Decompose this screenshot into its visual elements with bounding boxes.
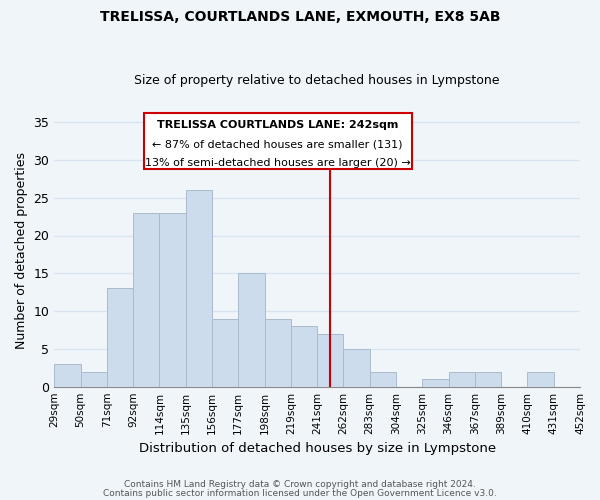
- Bar: [160, 213, 186, 386]
- Bar: [422, 379, 449, 386]
- Bar: [265, 318, 291, 386]
- Title: Size of property relative to detached houses in Lympstone: Size of property relative to detached ho…: [134, 74, 500, 87]
- Bar: [291, 326, 317, 386]
- Text: ← 87% of detached houses are smaller (131): ← 87% of detached houses are smaller (13…: [152, 139, 403, 149]
- Bar: [80, 372, 107, 386]
- FancyBboxPatch shape: [143, 113, 412, 169]
- Bar: [186, 190, 212, 386]
- Text: Contains public sector information licensed under the Open Government Licence v3: Contains public sector information licen…: [103, 490, 497, 498]
- Bar: [54, 364, 80, 386]
- Bar: [212, 318, 238, 386]
- Text: TRELISSA COURTLANDS LANE: 242sqm: TRELISSA COURTLANDS LANE: 242sqm: [157, 120, 398, 130]
- Y-axis label: Number of detached properties: Number of detached properties: [15, 152, 28, 349]
- Bar: [343, 349, 370, 387]
- Bar: [107, 288, 133, 386]
- Bar: [238, 274, 265, 386]
- Bar: [527, 372, 554, 386]
- Text: 13% of semi-detached houses are larger (20) →: 13% of semi-detached houses are larger (…: [145, 158, 410, 168]
- Bar: [133, 213, 160, 386]
- X-axis label: Distribution of detached houses by size in Lympstone: Distribution of detached houses by size …: [139, 442, 496, 455]
- Text: TRELISSA, COURTLANDS LANE, EXMOUTH, EX8 5AB: TRELISSA, COURTLANDS LANE, EXMOUTH, EX8 …: [100, 10, 500, 24]
- Bar: [475, 372, 501, 386]
- Bar: [449, 372, 475, 386]
- Text: Contains HM Land Registry data © Crown copyright and database right 2024.: Contains HM Land Registry data © Crown c…: [124, 480, 476, 489]
- Bar: [317, 334, 343, 386]
- Bar: [370, 372, 396, 386]
